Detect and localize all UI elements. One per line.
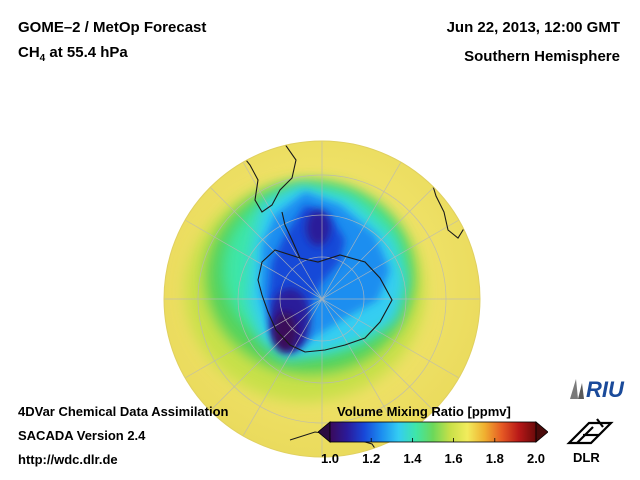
- species-label: CH4 at 55.4 hPa: [18, 44, 128, 64]
- hemisphere-label: Southern Hemisphere: [464, 48, 620, 65]
- species-subscript: 4: [39, 53, 46, 64]
- map-title: GOME–2 / MetOp Forecast: [18, 19, 207, 36]
- colorbar: [318, 421, 548, 443]
- colorbar-tick-label: 1.4: [403, 451, 422, 466]
- colorbar-tick-label: 1.2: [362, 451, 381, 466]
- footer-url: http://wdc.dlr.de: [18, 452, 118, 467]
- colorbar-gradient: [329, 421, 537, 443]
- colorbar-tick-label: 1.0: [320, 451, 340, 466]
- colorbar-min-arrow: [318, 421, 331, 443]
- footer-version: SACADA Version 2.4: [18, 428, 146, 443]
- colorbar-max-arrow: [535, 421, 548, 443]
- methane-field: [164, 141, 480, 457]
- species-pressure: at 55.4 hPa: [45, 44, 128, 61]
- riu-logo-text: RIU: [586, 377, 625, 402]
- forecast-datetime: Jun 22, 2013, 12:00 GMT: [446, 19, 620, 36]
- dlr-logo: DLR: [566, 418, 614, 465]
- riu-logo: RIU: [570, 377, 625, 402]
- footer-method: 4DVar Chemical Data Assimilation: [18, 404, 229, 419]
- colorbar-tick-label: 1.8: [485, 451, 504, 466]
- species-main: CH: [18, 44, 40, 61]
- colorbar-title: Volume Mixing Ratio [ppmv]: [337, 404, 511, 419]
- colorbar-tick-label: 1.6: [444, 451, 463, 466]
- dlr-logo-text: DLR: [573, 450, 600, 465]
- colorbar-tick-label: 2.0: [526, 451, 546, 466]
